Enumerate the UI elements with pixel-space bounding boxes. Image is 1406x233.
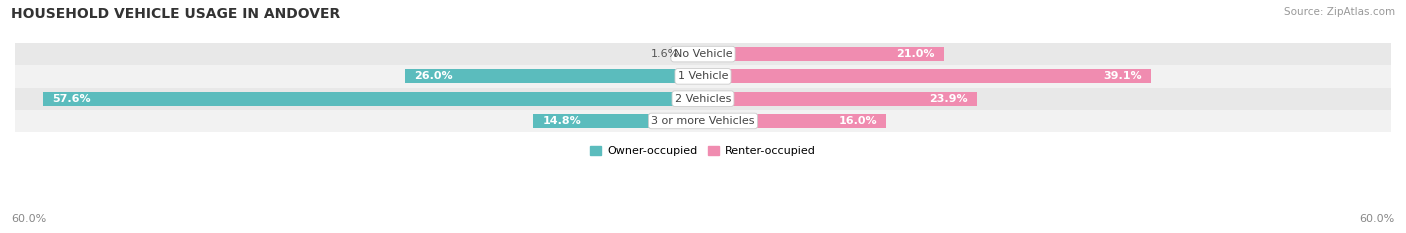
- Text: 1.6%: 1.6%: [651, 49, 679, 59]
- Text: 60.0%: 60.0%: [1360, 214, 1395, 224]
- Bar: [703, 69, 1152, 83]
- Text: 60.0%: 60.0%: [11, 214, 46, 224]
- Bar: [15, 65, 1391, 88]
- Text: No Vehicle: No Vehicle: [673, 49, 733, 59]
- Text: 21.0%: 21.0%: [896, 49, 935, 59]
- Bar: [533, 114, 703, 128]
- Bar: [15, 88, 1391, 110]
- Bar: [15, 43, 1391, 65]
- Bar: [15, 110, 1391, 132]
- Bar: [685, 47, 703, 61]
- Bar: [42, 92, 703, 106]
- Bar: [703, 47, 943, 61]
- Text: HOUSEHOLD VEHICLE USAGE IN ANDOVER: HOUSEHOLD VEHICLE USAGE IN ANDOVER: [11, 7, 340, 21]
- Text: 57.6%: 57.6%: [52, 94, 90, 104]
- Bar: [703, 92, 977, 106]
- Text: 14.8%: 14.8%: [543, 116, 581, 126]
- Legend: Owner-occupied, Renter-occupied: Owner-occupied, Renter-occupied: [586, 141, 820, 160]
- Text: 26.0%: 26.0%: [413, 71, 453, 81]
- Text: 3 or more Vehicles: 3 or more Vehicles: [651, 116, 755, 126]
- Text: 2 Vehicles: 2 Vehicles: [675, 94, 731, 104]
- Text: 1 Vehicle: 1 Vehicle: [678, 71, 728, 81]
- Text: 16.0%: 16.0%: [838, 116, 877, 126]
- Bar: [405, 69, 703, 83]
- Text: 39.1%: 39.1%: [1104, 71, 1142, 81]
- Text: 23.9%: 23.9%: [929, 94, 967, 104]
- Text: Source: ZipAtlas.com: Source: ZipAtlas.com: [1284, 7, 1395, 17]
- Bar: [703, 114, 886, 128]
